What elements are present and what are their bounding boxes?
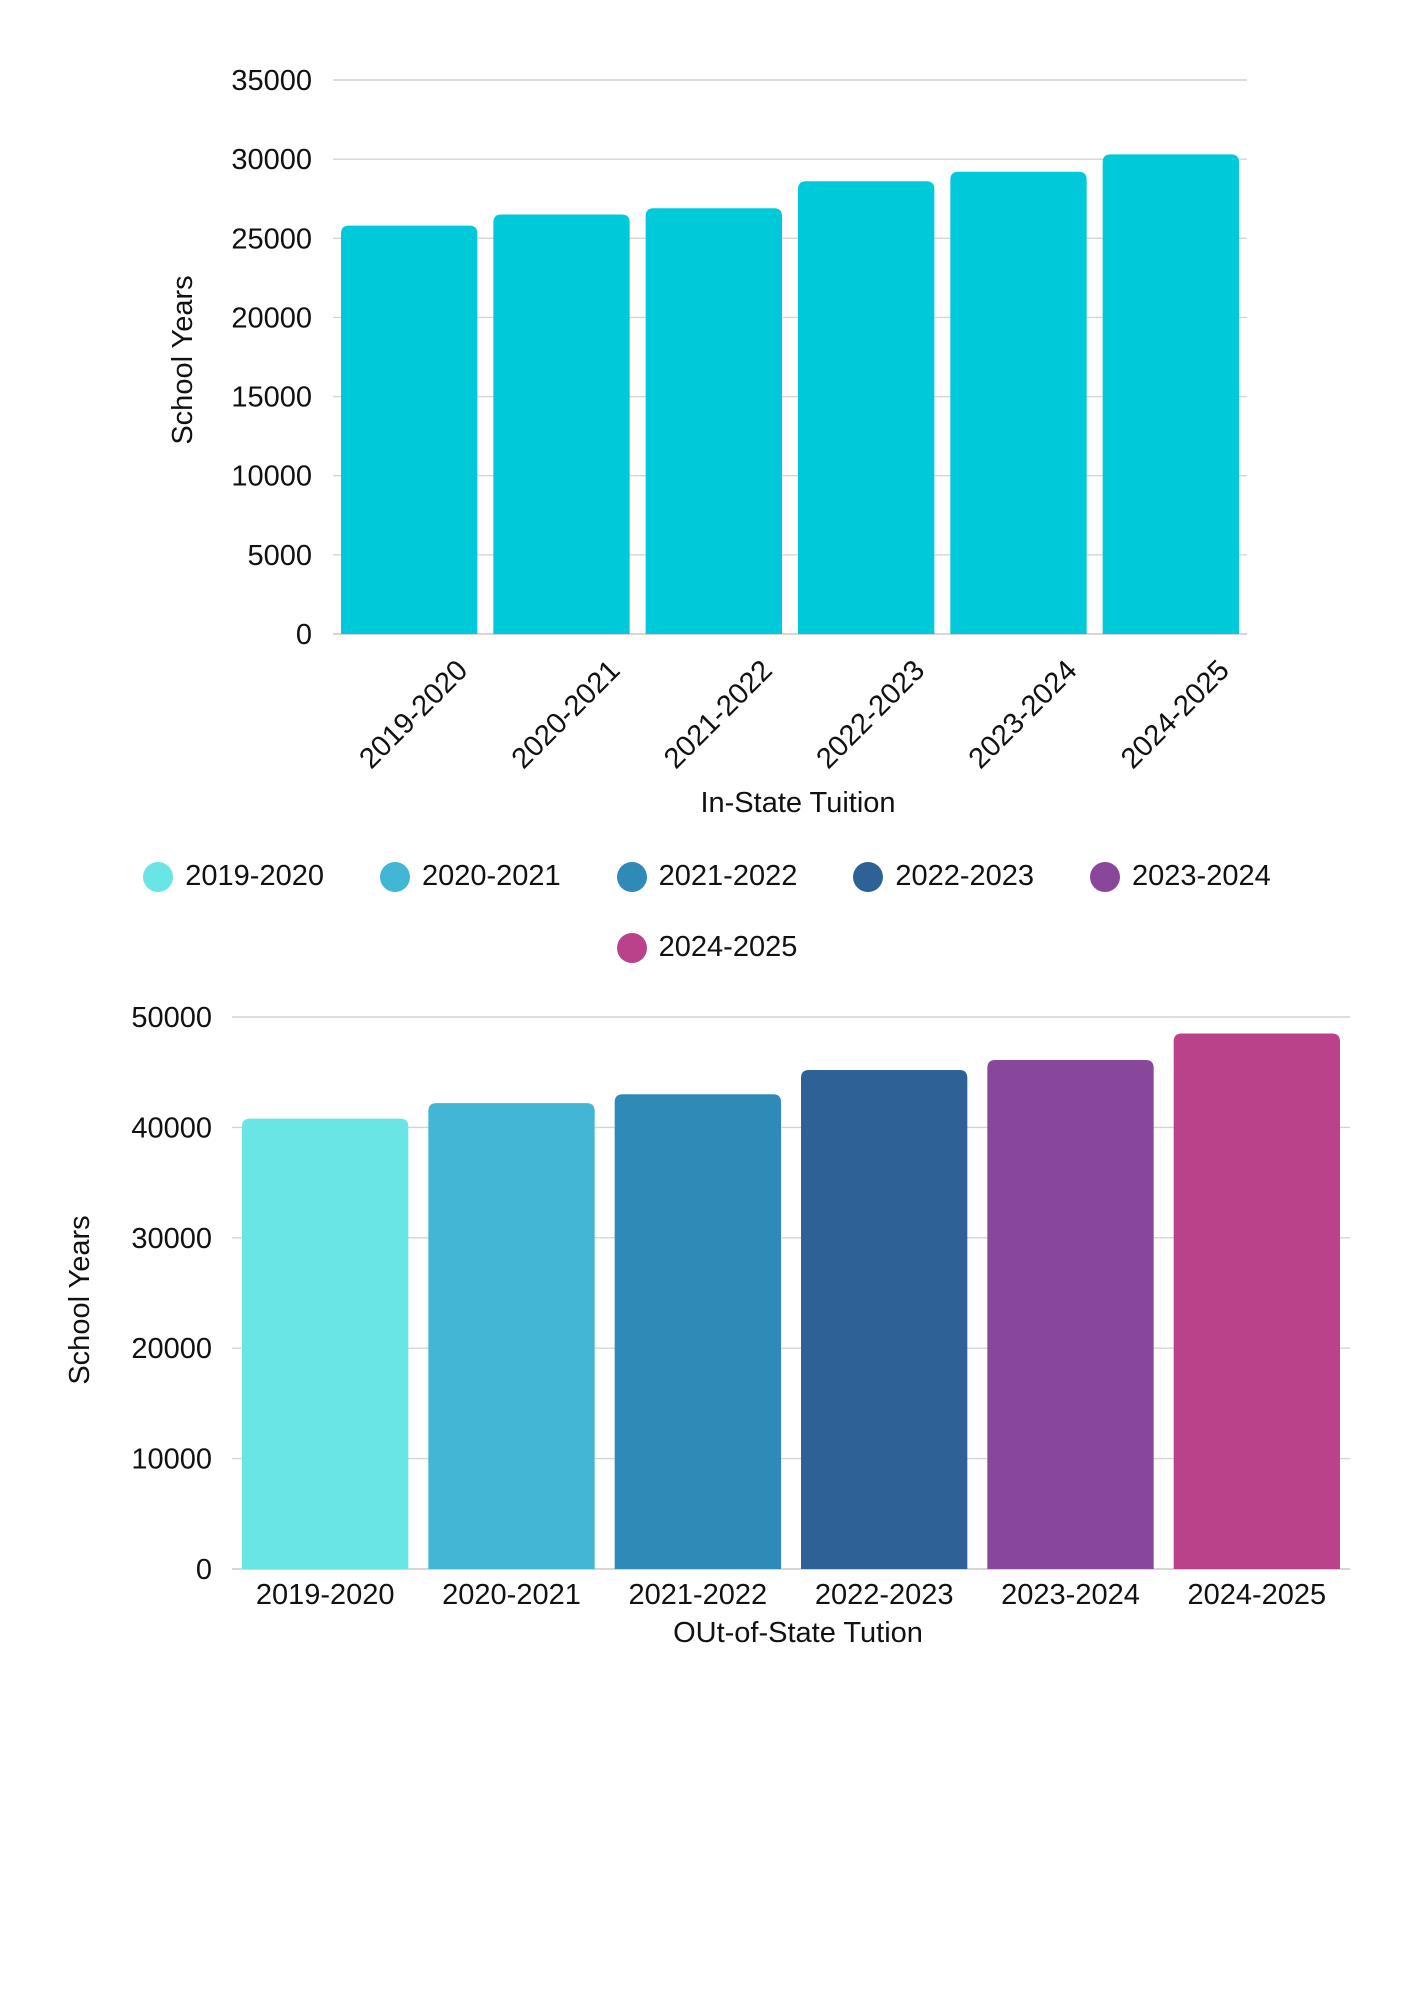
bar-2019-2020 [242, 1118, 409, 1569]
bar-2019-2020 [341, 225, 478, 634]
bars [341, 154, 1239, 635]
legend-swatch [616, 932, 647, 963]
x-tick-label: 2022-2023 [810, 654, 931, 775]
legend-label: 2022-2023 [895, 860, 1035, 892]
bars [242, 1033, 1340, 1569]
x-axis-title: In-State Tuition [700, 787, 895, 819]
x-tick-label: 2020-2021 [442, 1579, 581, 1611]
y-tick-label: 5000 [247, 540, 312, 572]
x-tick-label: 2023-2024 [1001, 1579, 1140, 1611]
legend-label: 2021-2022 [658, 860, 798, 892]
y-tick-label: 0 [196, 1554, 212, 1586]
y-tick-label: 20000 [231, 302, 312, 334]
y-axis-title: School Years [167, 275, 199, 444]
y-tick-label: 35000 [231, 65, 312, 97]
bar-2022-2023 [801, 1069, 968, 1569]
bar-2023-2024 [987, 1060, 1154, 1569]
legend-swatch [1090, 861, 1121, 892]
x-tick-labels: 2019-2020 2020-2021 2021-2022 2022-2023 2023… [353, 654, 1235, 775]
y-tick-label: 20000 [131, 1333, 212, 1365]
legend-item: 2020-2021 [379, 860, 561, 893]
x-tick-label: 2024-2025 [1187, 1579, 1326, 1611]
legend-item: 2019-2020 [143, 860, 324, 893]
y-tick-label: 30000 [131, 1223, 212, 1255]
x-tick-label: 2019-2020 [353, 654, 474, 775]
legend-label: 2024-2025 [658, 931, 798, 963]
legend-item: 2024-2025 [616, 931, 798, 964]
legend-label: 2020-2021 [421, 860, 561, 892]
out-of-state-tuition-chart: 0 10000 20000 30000 40000 50000 2019-2020 2020… [64, 1002, 1350, 1649]
legend-item: 2023-2024 [1090, 860, 1271, 893]
bar-2021-2022 [614, 1094, 781, 1569]
x-tick-label: 2020-2021 [506, 654, 627, 775]
legend-item: 2021-2022 [616, 860, 798, 893]
legend-swatch [143, 861, 174, 892]
y-tick-label: 0 [296, 619, 312, 651]
y-tick-labels: 0 10000 20000 30000 40000 50000 [131, 1002, 212, 1586]
legend-swatch [616, 861, 647, 892]
x-tick-labels: 2019-2020 2020-2021 2021-2022 2022-2023 2023… [256, 1579, 1326, 1611]
in-state-tuition-chart: 0 5000 10000 15000 20000 25000 30000 35000 2019… [167, 65, 1247, 819]
y-tick-label: 30000 [231, 144, 312, 176]
legend-swatch [853, 861, 884, 892]
y-gridlines [232, 1016, 1350, 1570]
bar-2022-2023 [798, 181, 935, 634]
legend: 2019-2020 2020-2021 2021-2022 2022-2023 2023… [100, 860, 1314, 964]
y-tick-label: 25000 [231, 223, 312, 255]
y-tick-label: 50000 [131, 1002, 212, 1034]
y-tick-labels: 0 5000 10000 15000 20000 25000 30000 35000 [231, 65, 312, 651]
legend-item: 2022-2023 [853, 860, 1034, 893]
x-tick-label: 2021-2022 [658, 654, 779, 775]
bar-2023-2024 [950, 171, 1087, 634]
x-tick-label: 2022-2023 [815, 1579, 954, 1611]
y-gridlines [333, 79, 1247, 635]
x-tick-label: 2024-2025 [1115, 654, 1236, 775]
y-axis-title: School Years [64, 1215, 96, 1384]
y-tick-label: 15000 [231, 382, 312, 414]
y-tick-label: 40000 [131, 1112, 212, 1144]
legend-swatch [379, 861, 410, 892]
bar-2020-2021 [428, 1103, 595, 1569]
bar-2020-2021 [493, 214, 630, 635]
bar-2021-2022 [645, 208, 782, 634]
y-tick-label: 10000 [231, 461, 312, 493]
x-tick-label: 2019-2020 [256, 1579, 395, 1611]
x-axis-title: OUt-of-State Tution [673, 1617, 923, 1649]
x-tick-label: 2023-2024 [963, 654, 1084, 775]
bar-2024-2025 [1173, 1033, 1340, 1569]
legend-label: 2019-2020 [185, 860, 324, 892]
x-tick-label: 2021-2022 [628, 1579, 767, 1611]
legend-label: 2023-2024 [1132, 860, 1271, 892]
bar-2024-2025 [1102, 154, 1239, 634]
y-tick-label: 10000 [131, 1444, 212, 1476]
